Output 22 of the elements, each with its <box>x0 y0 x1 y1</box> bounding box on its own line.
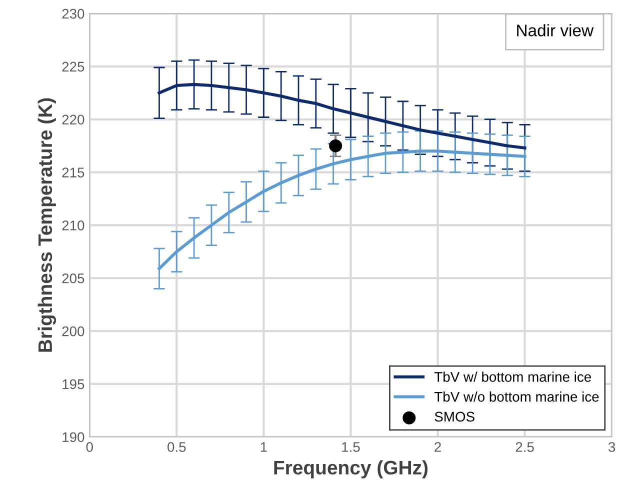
annotation: Nadir view <box>517 24 594 36</box>
legend-label: SMOS <box>434 412 474 422</box>
x-tick-label: 0 <box>86 442 93 452</box>
x-tick-label: 3 <box>608 442 616 452</box>
x-tick-label: 2 <box>434 442 441 452</box>
y-tick-label: 230 <box>62 8 84 19</box>
y-tick-label: 190 <box>62 432 84 442</box>
x-tick-label: 1.5 <box>342 442 360 452</box>
y-tick-label: 225 <box>62 62 84 72</box>
x-tick-label: 1 <box>260 442 267 452</box>
y-axis-title: Brigthness Temperature (K) <box>38 98 56 352</box>
y-tick-label: 215 <box>62 168 84 178</box>
y-tick-label: 210 <box>62 220 84 230</box>
y-tick-label: 205 <box>62 273 84 284</box>
y-tick-label: 220 <box>62 114 84 125</box>
x-tick-label: 0.5 <box>168 442 186 452</box>
legend-label: TbV w/o bottom marine ice <box>434 392 599 402</box>
y-tick-label: 200 <box>62 326 84 336</box>
legend-label: TbV w/ bottom marine ice <box>434 372 591 382</box>
x-axis-title: Frequency (GHz) <box>274 460 428 478</box>
y-tick-label: 195 <box>62 379 84 390</box>
x-tick-label: 2.5 <box>516 442 534 452</box>
